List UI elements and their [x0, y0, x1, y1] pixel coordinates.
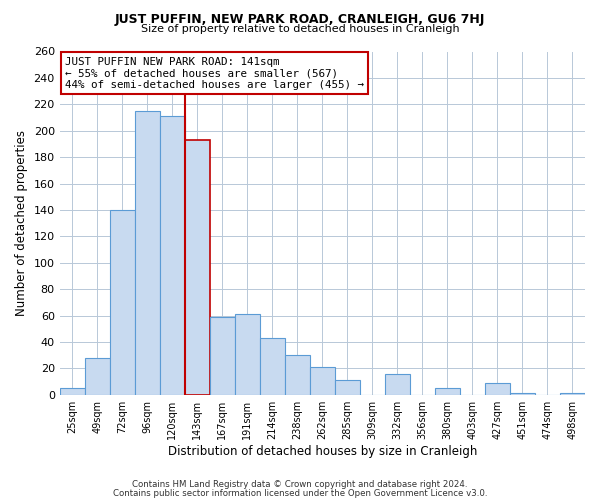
Bar [335, 380, 360, 394]
X-axis label: Distribution of detached houses by size in Cranleigh: Distribution of detached houses by size … [167, 444, 477, 458]
Bar [260, 338, 285, 394]
Text: Contains public sector information licensed under the Open Government Licence v3: Contains public sector information licen… [113, 488, 487, 498]
Text: Size of property relative to detached houses in Cranleigh: Size of property relative to detached ho… [140, 24, 460, 34]
Text: Contains HM Land Registry data © Crown copyright and database right 2024.: Contains HM Land Registry data © Crown c… [132, 480, 468, 489]
Bar [485, 383, 510, 394]
Bar [310, 367, 335, 394]
Bar [135, 111, 160, 395]
Text: JUST PUFFIN, NEW PARK ROAD, CRANLEIGH, GU6 7HJ: JUST PUFFIN, NEW PARK ROAD, CRANLEIGH, G… [115, 12, 485, 26]
Text: JUST PUFFIN NEW PARK ROAD: 141sqm
← 55% of detached houses are smaller (567)
44%: JUST PUFFIN NEW PARK ROAD: 141sqm ← 55% … [65, 56, 364, 90]
Bar [385, 374, 410, 394]
Bar [160, 116, 185, 394]
Bar [85, 358, 110, 395]
Y-axis label: Number of detached properties: Number of detached properties [15, 130, 28, 316]
Bar [59, 388, 85, 394]
Bar [110, 210, 135, 394]
Bar [435, 388, 460, 394]
Bar [185, 140, 210, 394]
Bar [235, 314, 260, 394]
Bar [285, 355, 310, 395]
Bar [210, 317, 235, 394]
